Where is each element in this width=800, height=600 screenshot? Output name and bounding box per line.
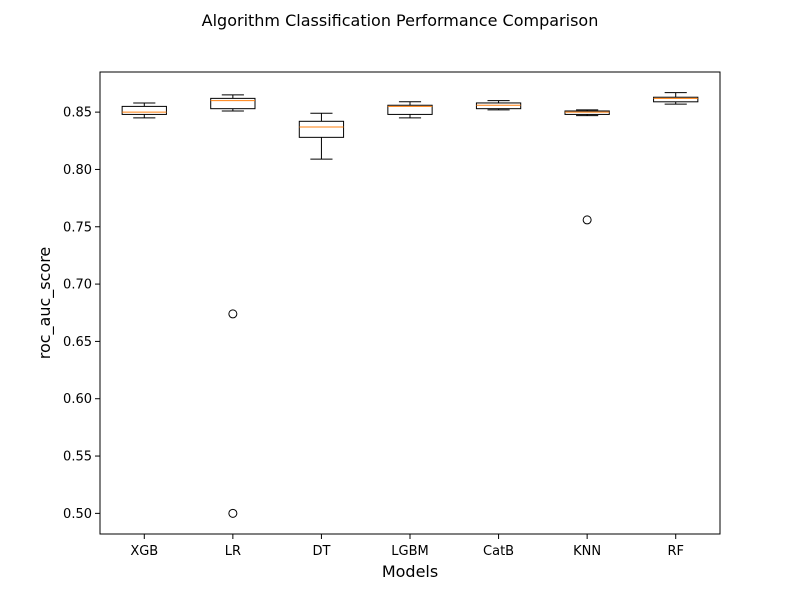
outlier-point (228, 508, 238, 518)
outlier-point (582, 215, 592, 225)
box-rf (653, 96, 699, 103)
box-catb (475, 102, 522, 110)
x-axis-label: Models (382, 562, 438, 581)
x-tick-label: KNN (573, 544, 601, 559)
y-tick-label: 0.70 (63, 278, 92, 293)
chart-title: Algorithm Classification Performance Com… (202, 11, 599, 30)
x-tick-label: XGB (130, 544, 158, 559)
x-tick-label: LR (225, 544, 241, 559)
y-tick-label: 0.65 (63, 335, 92, 350)
box-lr (210, 97, 256, 110)
y-tick-label: 0.55 (63, 450, 92, 465)
y-tick-label: 0.50 (63, 507, 92, 522)
axes-frame (99, 71, 721, 535)
x-tick-label: LGBM (391, 544, 428, 559)
y-tick-label: 0.80 (63, 163, 92, 178)
x-tick-label: RF (667, 544, 684, 559)
x-tick-label: DT (312, 544, 330, 559)
y-tick-label: 0.60 (63, 392, 92, 407)
box-knn (564, 110, 610, 115)
plot-area: 0.50 0.55 0.60 0.65 0.70 0.75 0.80 0.85 XGB LR DT L… (63, 71, 721, 559)
y-tick-label: 0.75 (63, 220, 92, 235)
box-lgbm (387, 104, 433, 115)
y-tick-label: 0.85 (63, 106, 92, 121)
outlier-point (228, 309, 238, 319)
y-axis-label: roc_auc_score (35, 247, 55, 360)
box-xgb (121, 105, 167, 115)
x-tick-label: CatB (483, 544, 514, 559)
box-dt (298, 120, 345, 138)
